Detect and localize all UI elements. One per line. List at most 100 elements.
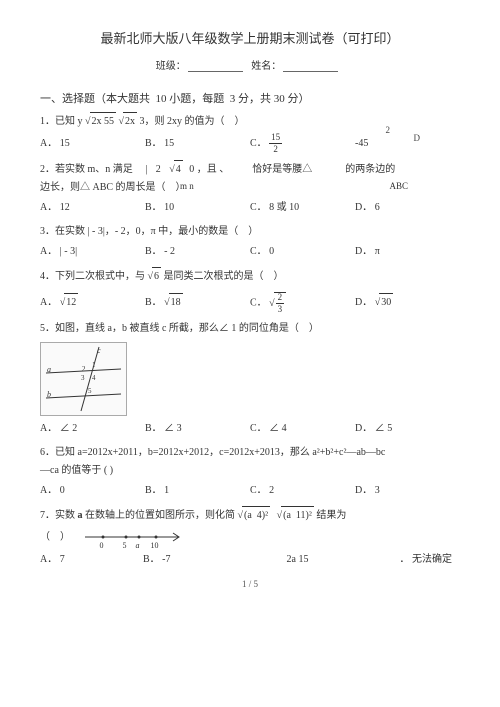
q5-b: ∠ 3 (164, 423, 182, 434)
q6-stem: 6．已知 a=2012x+2011，b=2012x+2012，c=2012x+2… (40, 444, 460, 462)
q5-c-k: C． (250, 423, 267, 434)
q5-a: ∠ 2 (60, 423, 78, 434)
q1-b: 15 (164, 138, 174, 149)
q4-a-k: A． (40, 297, 57, 308)
q5-label-b: b (47, 388, 51, 402)
q2-b: 10 (164, 202, 174, 213)
q5-label-c: c (97, 344, 101, 358)
q6-d: 3 (375, 485, 380, 496)
q3-a-k: A． (40, 246, 57, 257)
q7-t10: 10 (151, 539, 159, 553)
q2-a: 12 (60, 202, 70, 213)
question-3: 3．在实数 | - 3|，- 2，0，π 中，最小的数是（ ） A． | - 3… (40, 223, 460, 261)
q3-b: - 2 (164, 246, 175, 257)
name-label: 姓名： (251, 61, 281, 72)
q7-stem-a: 7．实数 (40, 510, 78, 521)
q6-b: 1 (164, 485, 169, 496)
q2-stem-b: 2 (156, 164, 161, 175)
q1-c-k: C． (250, 138, 267, 149)
q3-b-k: B． (145, 246, 162, 257)
question-1: 1．已知 y 2x 55 2x 3，则 2xy 的值为（ ） D 2 A． 15… (40, 112, 460, 154)
q6-c: 2 (269, 485, 274, 496)
question-2: 2．若实数 m、n 满足 | 2 4 0 ，且 、 恰好是等腰△ 的两条边的 m… (40, 160, 460, 217)
q5-label-4: 4 (92, 372, 96, 385)
q1-decor-d: D (414, 130, 421, 146)
q5-label-3: 3 (81, 372, 85, 385)
q5-label-a: a (47, 363, 51, 377)
q2-d: 6 (375, 202, 380, 213)
q5-figure: c a b 1 2 3 4 5 (40, 342, 127, 416)
q3-d: π (375, 246, 380, 257)
q5-b-k: B． (145, 423, 162, 434)
q2-a-k: A． (40, 202, 57, 213)
q6-stem2: —ca 的值等于 ( ) (40, 462, 460, 480)
q6-b-k: B． (145, 485, 162, 496)
q7-ta: a (136, 539, 140, 553)
q4-d: 30 (379, 293, 393, 312)
q2-b-k: B． (145, 202, 162, 213)
q4-c-k: C． (250, 297, 267, 308)
q1-d: -45 (355, 135, 460, 153)
page-number: 1 / 5 (40, 579, 460, 589)
q5-label-1: 1 (92, 359, 96, 372)
q7-figure: 0 5 a 10 (81, 525, 186, 549)
q7-paren: （ ） (40, 531, 70, 542)
q7-b-k: B． (143, 554, 160, 565)
q4-d-k: D． (355, 297, 372, 308)
q7-stem-a3: 在数轴上的位置如图所示，则化简 (83, 510, 238, 521)
q3-d-k: D． (355, 246, 372, 257)
q7-d: 无法确定 (412, 554, 452, 565)
question-5: 5．如图，直线 a，b 被直线 c 所截，那么∠ 1 的同位角是（ ） c a … (40, 320, 460, 438)
q2-d-k: D． (355, 202, 372, 213)
q4-rad: 6 (152, 267, 161, 286)
question-6: 6．已知 a=2012x+2011，b=2012x+2012，c=2012x+2… (40, 444, 460, 500)
q7-t0: 0 (100, 539, 104, 553)
q7-rad2: (a 11)² (281, 506, 314, 525)
q1-b-k: B． (145, 138, 162, 149)
q7-c: 2a 15 (246, 551, 349, 569)
q5-label-5: 5 (88, 385, 92, 398)
q5-d-k: D． (355, 423, 372, 434)
q3-a: | - 3| (60, 246, 77, 257)
section-header: 一、选择题（本大题共 10 小题，每题 3 分，共 30 分） (40, 90, 460, 106)
page-title: 最新北师大版八年级数学上册期末测试卷（可打印） (40, 28, 460, 47)
q1-a-k: A． (40, 138, 57, 149)
q5-stem: 5．如图，直线 a，b 被直线 c 所截，那么∠ 1 的同位角是（ ） (40, 320, 460, 338)
q7-a-k: A． (40, 554, 57, 565)
q1-stem-a: 1．已知 y (40, 116, 83, 127)
q7-a: 7 (60, 554, 65, 565)
q2-stem-c: 0 ，且 (189, 164, 217, 175)
q3-c-k: C． (250, 246, 267, 257)
q2-stem-e: 的两条边的 (345, 164, 395, 175)
q7-stem-b: 结果为 (316, 510, 346, 521)
q5-d: ∠ 5 (375, 423, 393, 434)
q6-d-k: D． (355, 485, 372, 496)
q4-stem-b: 是同类二次根式的是（ ） (161, 271, 284, 282)
q6-a-k: A． (40, 485, 57, 496)
q1-rad1: 2x 55 (90, 112, 117, 131)
q7-b: -7 (162, 554, 170, 565)
q6-a: 0 (60, 485, 65, 496)
q2-c-k: C． (250, 202, 267, 213)
q7-rad1: (a 4)² (242, 506, 270, 525)
q2-c: 8 或 10 (269, 202, 299, 213)
name-blank[interactable] (283, 61, 338, 72)
q4-stem-a: 4．下列二次根式中，与 (40, 271, 148, 282)
q1-c-frac: 152 (269, 133, 282, 154)
q2-abc: ABC (389, 178, 408, 194)
class-blank[interactable] (188, 61, 243, 72)
q4-b-k: B． (145, 297, 162, 308)
question-4: 4．下列二次根式中，与 6 是同类二次根式的是（ ） A． 12 B． 18 C… (40, 267, 460, 314)
q1-rad2: 2x (123, 112, 137, 131)
q4-b: 18 (169, 293, 183, 312)
q2-stem-d: 恰好是等腰△ (252, 164, 312, 175)
q2-rad: 4 (174, 160, 183, 179)
q6-c-k: C． (250, 485, 267, 496)
q7-t5: 5 (123, 539, 127, 553)
info-line: 班级： 姓名： (40, 57, 460, 72)
question-7: 7．实数 a 在数轴上的位置如图所示，则化简 (a 4)² (a 11)² 结果… (40, 506, 460, 569)
q1-a: 15 (60, 138, 70, 149)
class-label: 班级： (156, 61, 186, 72)
q1-stem-b: 3，则 2xy 的值为（ ） (140, 116, 245, 127)
q3-stem: 3．在实数 | - 3|，- 2，0，π 中，最小的数是（ ） (40, 223, 460, 241)
